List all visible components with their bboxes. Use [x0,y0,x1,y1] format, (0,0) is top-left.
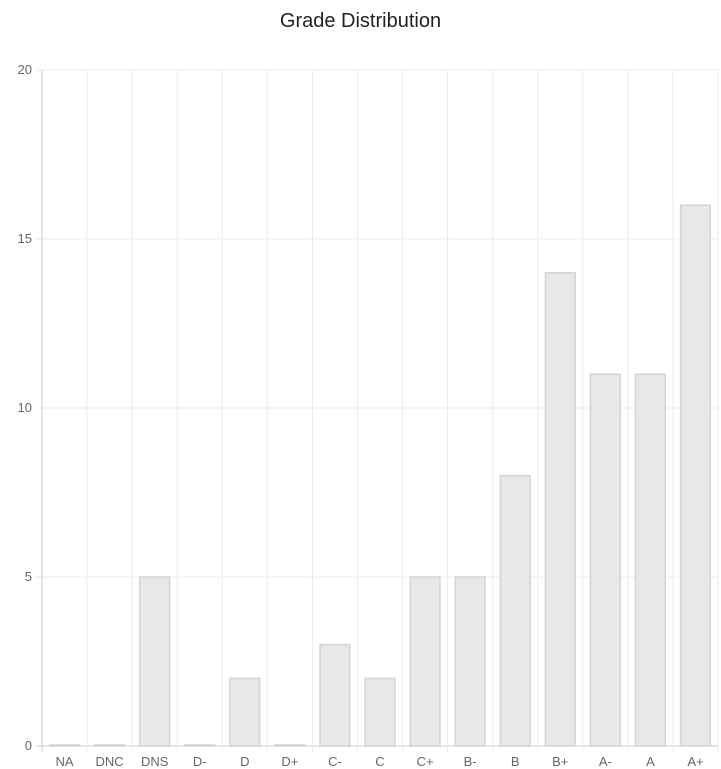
x-tick-label: A [646,754,655,769]
x-tick-label: C+ [417,754,434,769]
bars-layer [48,204,712,747]
bar-d-minus[interactable] [184,744,216,747]
x-tick-label: D [240,754,249,769]
x-tick-label: A+ [687,754,703,769]
x-tick-label: A- [599,754,612,769]
bar-b-plus[interactable] [544,272,576,747]
x-axis-ticks: NA DNC DNS D- D D+ C- C C+ B- B B+ A- A A+ [56,754,704,769]
y-tick-label: 20 [18,62,32,77]
bar-b[interactable] [499,474,531,747]
bar-a-minus[interactable] [589,373,621,747]
bar-b-minus[interactable] [454,576,486,747]
bar-d[interactable] [229,677,261,747]
x-tick-label: NA [56,754,74,769]
x-tick-label: B- [464,754,477,769]
bar-a[interactable] [634,373,667,747]
bar-c-minus[interactable] [319,643,351,747]
bar-c-plus[interactable] [409,576,441,747]
bar-dns[interactable] [139,576,171,747]
x-tick-label: B [511,754,520,769]
bar-a-plus[interactable] [679,204,712,747]
y-axis-ticks: 0 5 10 15 20 [18,62,32,753]
x-tick-label: C [375,754,384,769]
grid-layer [36,69,719,752]
bar-c[interactable] [364,677,396,747]
y-tick-label: 15 [18,231,32,246]
x-tick-label: B+ [552,754,568,769]
chart-title: Grade Distribution [279,10,442,32]
bar-dnc[interactable] [93,744,126,747]
y-tick-label: 5 [25,569,32,584]
y-tick-label: 0 [25,738,32,753]
bar-na[interactable] [48,744,81,747]
x-tick-label: D+ [281,754,298,769]
x-tick-label: C- [328,754,342,769]
bar-d-plus[interactable] [274,744,306,747]
x-tick-label: D- [193,754,207,769]
x-tick-label: DNS [141,754,169,769]
y-tick-label: 10 [18,400,32,415]
x-tick-label: DNC [96,754,124,769]
